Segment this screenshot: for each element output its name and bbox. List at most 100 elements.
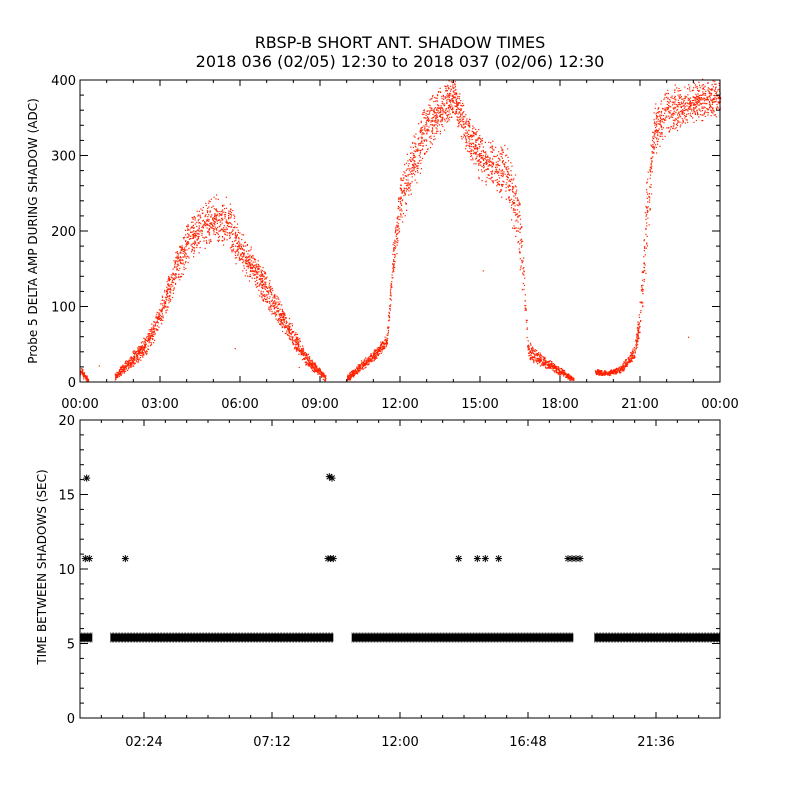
top-scatter-dot xyxy=(297,343,299,345)
top-scatter-dot xyxy=(213,231,215,233)
top-scatter-dot xyxy=(298,353,300,355)
top-scatter-dot xyxy=(168,288,170,290)
top-scatter-dot xyxy=(460,105,463,107)
top-scatter-dot xyxy=(130,359,132,361)
top-scatter-dot xyxy=(308,362,310,364)
top-scatter-dot xyxy=(711,88,713,90)
top-scatter-dot xyxy=(708,101,711,103)
top-scatter-dot xyxy=(151,331,153,333)
top-scatter-dot xyxy=(399,200,401,203)
top-scatter-dot xyxy=(492,163,494,165)
top-scatter-dot xyxy=(425,114,427,116)
top-scatter-dot xyxy=(637,324,639,326)
top-scatter-dot xyxy=(535,358,537,360)
top-scatter-dot xyxy=(452,112,454,114)
top-scatter-dot xyxy=(223,237,225,239)
top-scatter-dot xyxy=(654,136,656,138)
top-scatter-dot xyxy=(275,306,277,308)
top-scatter-dot xyxy=(457,102,460,104)
top-scatter-dot xyxy=(209,225,211,227)
top-scatter-dot xyxy=(449,95,451,97)
top-scatter-dot xyxy=(646,245,648,247)
top-scatter-dot xyxy=(372,356,374,358)
top-scatter-dot xyxy=(266,294,268,296)
top-scatter-dot xyxy=(431,131,433,133)
top-scatter-dot xyxy=(518,201,520,203)
top-scatter-dot xyxy=(718,82,720,84)
top-scatter-dot xyxy=(347,378,349,380)
top-scatter-dot xyxy=(460,135,462,138)
top-scatter-dot xyxy=(260,278,262,280)
top-scatter-dot xyxy=(381,343,383,345)
top-scatter-dot xyxy=(425,139,427,141)
top-scatter-dot xyxy=(674,95,676,97)
top-scatter-dot xyxy=(457,104,459,106)
top-scatter-dot xyxy=(428,104,430,106)
top-scatter-dot xyxy=(441,124,443,126)
top-scatter-dot xyxy=(668,101,670,103)
top-scatter-dot xyxy=(439,114,441,116)
top-scatter-dot xyxy=(427,110,429,112)
top-scatter-dot xyxy=(561,371,563,373)
top-scatter-dot xyxy=(695,86,697,88)
top-scatter-dot xyxy=(273,305,275,307)
top-scatter-dot xyxy=(166,296,168,298)
top-scatter-dot xyxy=(239,242,241,244)
top-scatter-dot xyxy=(251,268,253,270)
top-scatter-dot xyxy=(318,371,320,373)
top-scatter-dot xyxy=(483,158,485,160)
top-scatter-dot xyxy=(157,322,159,324)
top-scatter-dot xyxy=(568,377,570,379)
top-scatter-dot xyxy=(435,124,437,126)
top-scatter-dot xyxy=(225,227,227,229)
top-scatter-dot xyxy=(635,344,638,346)
top-scatter-dot xyxy=(491,171,493,173)
top-scatter-dot xyxy=(401,192,403,194)
top-scatter-dot xyxy=(700,103,702,106)
top-scatter-dot xyxy=(156,317,158,319)
top-scatter-dot xyxy=(502,174,504,176)
top-scatter-dot xyxy=(545,364,547,366)
top-scatter-dot xyxy=(567,375,569,378)
top-scatter-dot xyxy=(171,296,174,299)
top-scatter-dot xyxy=(122,370,124,373)
top-scatter-dot xyxy=(415,143,417,145)
top-scatter-dot xyxy=(654,134,656,136)
top-scatter-dot xyxy=(321,375,324,377)
top-scatter-dot xyxy=(679,114,681,116)
top-scatter-dot xyxy=(642,271,644,274)
top-scatter-dot xyxy=(487,168,489,170)
top-scatter-dot xyxy=(213,225,215,227)
top-scatter-dot xyxy=(704,110,706,112)
top-scatter-dot xyxy=(245,255,247,258)
top-scatter-dot xyxy=(517,205,519,207)
top-scatter-dot xyxy=(388,317,391,319)
top-scatter-dot xyxy=(485,163,487,165)
top-scatter-dot xyxy=(444,112,447,115)
top-scatter-dot xyxy=(275,318,277,320)
top-scatter-dot xyxy=(133,362,135,364)
top-scatter-dot xyxy=(466,144,468,146)
top-scatter-dot xyxy=(388,316,390,318)
top-scatter-dot xyxy=(318,367,320,369)
top-scatter-dot xyxy=(194,234,196,236)
top-scatter-dot xyxy=(380,352,382,355)
top-scatter-dot xyxy=(83,376,86,378)
top-scatter-dot xyxy=(491,166,493,168)
top-scatter-dot xyxy=(209,211,211,213)
top-scatter-dot xyxy=(240,248,242,250)
top-scatter-dot xyxy=(223,239,225,241)
top-scatter-dot xyxy=(129,366,131,368)
top-scatter-dot xyxy=(485,158,487,160)
top-scatter-dot xyxy=(221,240,223,242)
top-scatter-dot xyxy=(221,235,223,238)
top-scatter-dot xyxy=(234,226,236,228)
top-scatter-dot xyxy=(263,286,265,288)
top-scatter-dot xyxy=(405,190,407,192)
top-scatter-dot xyxy=(383,348,385,350)
top-scatter-dot xyxy=(199,247,201,249)
top-scatter-dot xyxy=(198,252,200,254)
top-scatter-dot xyxy=(454,97,456,99)
top-scatter-dot xyxy=(374,350,376,352)
top-scatter-dot xyxy=(153,342,155,344)
